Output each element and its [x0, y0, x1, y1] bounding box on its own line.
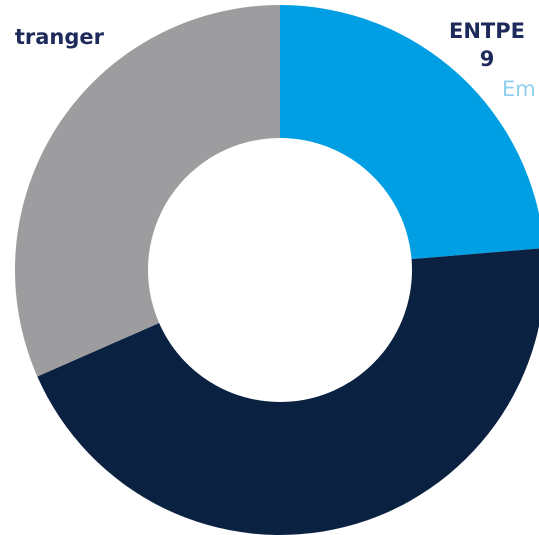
slice [15, 5, 281, 377]
slice [280, 5, 539, 260]
annotation: Em [502, 77, 536, 101]
value-label: 9 [480, 47, 495, 71]
slice-label: tranger [15, 25, 105, 49]
slice [37, 248, 539, 535]
slice-label: ENTPE [449, 19, 525, 43]
donut [15, 5, 539, 535]
